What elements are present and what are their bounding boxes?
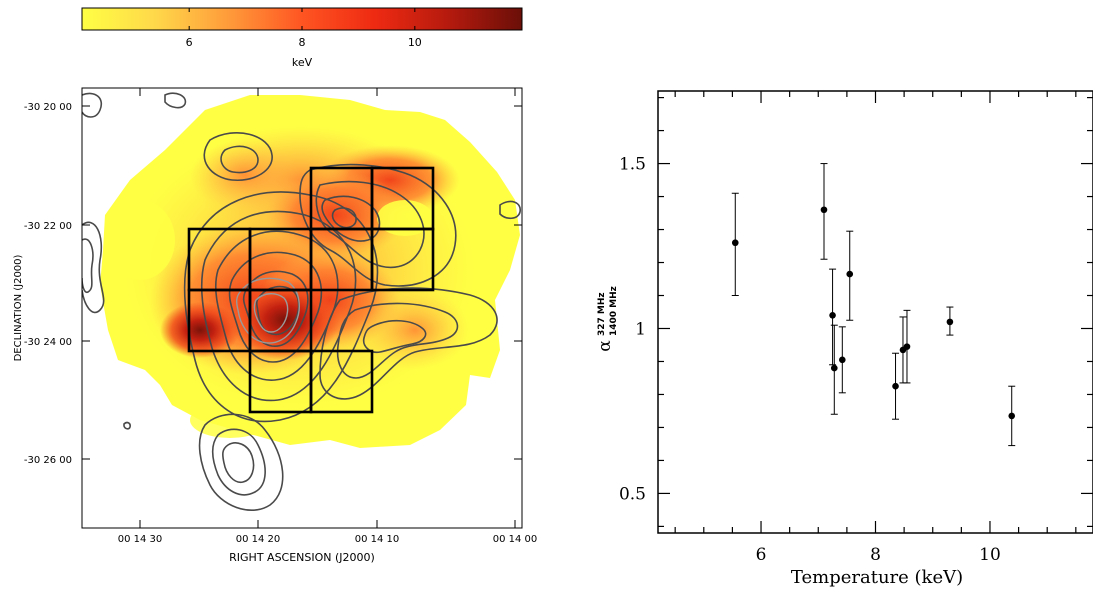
contour (123, 421, 131, 430)
heat-region (360, 290, 470, 370)
data-point (731, 192, 739, 297)
region-box (370, 166, 435, 231)
point-marker (731, 239, 739, 247)
data-point (830, 324, 838, 415)
contour (499, 200, 521, 220)
contour (228, 251, 323, 363)
data-point (903, 309, 911, 384)
map-x-axis-label: RIGHT ASCENSION (J2000) (229, 551, 375, 564)
contour (214, 230, 339, 381)
contour (315, 180, 425, 269)
plot-x-tick-label: 6 (756, 545, 767, 565)
data-point (946, 306, 954, 336)
point-marker (946, 318, 954, 326)
plot-x-axis-label: Temperature (keV) (791, 567, 963, 588)
contour (82, 92, 102, 118)
plot-x-tick-label: 10 (979, 545, 1001, 565)
contour (203, 132, 273, 181)
contour (299, 163, 457, 287)
plot-axes: 6 8 10 0.5 1 1.5 (619, 91, 1093, 565)
contour (220, 145, 259, 174)
contour (235, 277, 300, 344)
map-y-tick-label: -30 22 00 (24, 221, 72, 232)
spectral-index-plot: 6 8 10 0.5 1 1.5 Temperature (keV) α 327 MHz … (595, 90, 1093, 588)
data-point (838, 326, 846, 394)
plot-frame (657, 90, 1093, 534)
colorbar-tick-label: 8 (299, 36, 306, 49)
contour (253, 293, 289, 333)
point-marker (830, 364, 838, 372)
data-point (846, 230, 854, 321)
point-marker (1008, 412, 1016, 420)
radio-contours (82, 92, 521, 511)
map-frame (81, 87, 523, 529)
contour (200, 210, 357, 402)
contour (222, 442, 255, 484)
plot-y-tick-label: 1.5 (619, 155, 646, 175)
heat-region (190, 140, 300, 210)
map-x-tick-label: 00 14 00 (493, 534, 538, 545)
data-point (1008, 385, 1016, 447)
plot-points (731, 163, 1016, 447)
map-x-tick-label: 00 14 10 (355, 534, 400, 545)
contour (362, 319, 427, 354)
contour (331, 207, 357, 229)
contour (242, 270, 309, 347)
map-y-tick-label: -30 24 00 (24, 337, 72, 348)
region-box (309, 349, 374, 414)
point-marker (846, 270, 854, 278)
data-point (829, 268, 837, 366)
contour (164, 92, 187, 109)
point-marker (892, 382, 899, 390)
map-y-tick-label: -30 20 00 (24, 102, 72, 113)
plot-y-axis-sub: 1400 MHz (609, 286, 619, 336)
contour (198, 413, 284, 511)
colorbar-tick-label: 10 (408, 36, 422, 49)
cool-region (105, 200, 175, 280)
colorbar-ticks: 6 8 10 (186, 8, 422, 49)
point-marker (829, 311, 836, 319)
data-point (899, 316, 907, 384)
contour (82, 221, 105, 314)
map-x-tick-label: 00 14 20 (236, 534, 281, 545)
map-axes: -30 20 00 -30 22 00 -30 24 00 -30 26 00 00 1… (24, 88, 537, 545)
map-y-axis-label: DECLINATION (J2000) (13, 254, 24, 361)
plot-y-tick-label: 1 (635, 319, 646, 339)
point-marker (820, 206, 828, 214)
region-grid (187, 166, 435, 414)
plot-y-axis-sup: 327 MHz (597, 292, 607, 336)
point-marker (839, 356, 846, 364)
colorbar: 6 8 10 keV (81, 7, 523, 69)
map-y-tick-label: -30 26 00 (24, 455, 72, 466)
point-marker (903, 343, 911, 350)
plot-y-tick-label: 0.5 (619, 484, 646, 504)
contour (336, 302, 459, 379)
plot-x-tick-label: 8 (870, 545, 881, 565)
colorbar-label: keV (292, 56, 313, 69)
contour (82, 238, 94, 294)
data-point (892, 352, 900, 420)
cool-region (377, 200, 433, 236)
plot-y-axis-label: α 327 MHz 1400 MHz (595, 286, 619, 352)
heat-region (160, 302, 240, 358)
contour (319, 287, 498, 400)
temperature-map-image (82, 92, 521, 511)
map-x-tick-label: 00 14 30 (118, 534, 163, 545)
plot-y-axis-symbol: α (595, 340, 615, 352)
contour (321, 195, 381, 242)
colorbar-tick-label: 6 (186, 36, 193, 49)
inner-contours (235, 277, 300, 344)
temperature-map: -30 20 00 -30 22 00 -30 24 00 -30 26 00 00 1… (13, 87, 537, 564)
data-point (820, 163, 828, 260)
contour (183, 191, 379, 423)
contour (211, 428, 266, 496)
